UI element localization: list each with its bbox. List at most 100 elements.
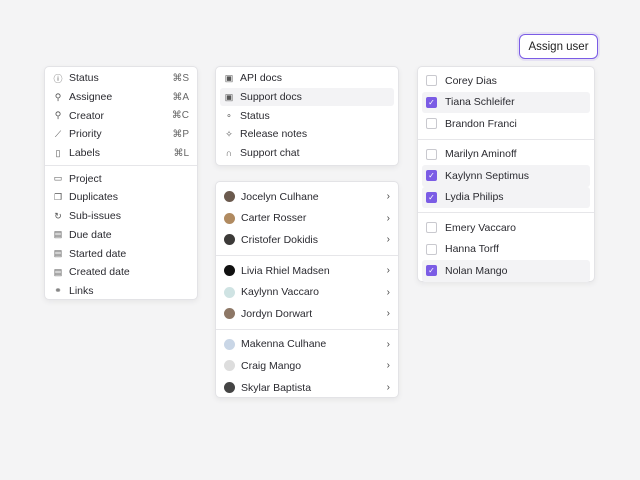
checkbox[interactable]: ✓: [426, 191, 437, 203]
check-icon: ✓: [428, 97, 435, 107]
checkbox[interactable]: ✓: [426, 265, 437, 277]
copy-icon: ❐: [53, 191, 63, 202]
checkbox[interactable]: [426, 222, 437, 234]
menu-item-started-date[interactable]: ▤ Started date: [45, 244, 197, 263]
menu-item-status[interactable]: ⓘ Status ⌘S: [45, 69, 197, 88]
menu-item-api-docs[interactable]: ▣ API docs: [216, 69, 398, 88]
menu-item-label: Status: [240, 109, 270, 122]
assign-user-button[interactable]: Assign user: [519, 34, 598, 59]
menu-item-duplicates[interactable]: ❐ Duplicates: [45, 188, 197, 207]
calendar-check-icon: ▤: [53, 266, 63, 277]
person-item[interactable]: Carter Rosser ›: [216, 208, 398, 230]
menu-item-labels[interactable]: ▯ Labels ⌘L: [45, 144, 197, 163]
menu-item-label: Priority: [69, 128, 102, 141]
avatar: [224, 382, 235, 394]
check-icon: ✓: [428, 171, 435, 181]
user-name: Brandon Franci: [445, 117, 517, 130]
divider: [418, 212, 594, 213]
assign-user-menu: Corey Dias ✓ Tiana Schleifer Brandon Franci…: [417, 66, 595, 282]
menu-item-status[interactable]: ∘ Status: [216, 106, 398, 125]
menu-item-project[interactable]: ▭ Project: [45, 169, 197, 188]
menu-item-label: Started date: [69, 247, 127, 260]
menu-item-label: Support chat: [240, 147, 300, 160]
user-name: Marilyn Aminoff: [445, 148, 517, 161]
checkbox[interactable]: [426, 118, 437, 130]
menu-item-label: Creator: [69, 109, 105, 122]
checkbox[interactable]: [426, 243, 437, 255]
menu-item-label: Labels: [69, 147, 100, 160]
person-name: Skylar Baptista: [241, 381, 312, 394]
menu-item-label: Due date: [69, 228, 112, 241]
avatar: [224, 234, 235, 246]
user-name: Emery Vaccaro: [445, 221, 516, 234]
user-option[interactable]: ✓ Kaylynn Septimus: [422, 165, 590, 187]
divider: [45, 165, 197, 167]
chevron-right-icon: ›: [386, 286, 390, 298]
menu-item-label: API docs: [240, 72, 283, 85]
avatar: [224, 308, 235, 320]
user-plus-icon: ⚲: [54, 110, 62, 121]
menu-item-label: Assignee: [69, 91, 113, 104]
menu-item-label: Created date: [69, 266, 130, 279]
divider: [216, 254, 398, 256]
person-item[interactable]: Craig Mango ›: [216, 355, 398, 377]
person-name: Livia Rhiel Madsen: [241, 264, 330, 277]
person-item[interactable]: Jocelyn Culhane ›: [216, 186, 398, 208]
checkbox[interactable]: [426, 75, 437, 87]
document-search-icon: ▣: [224, 72, 234, 83]
menu-item-label: Duplicates: [69, 191, 119, 204]
menu-item-links[interactable]: ⚭ Links: [45, 282, 197, 301]
chevron-right-icon: ›: [386, 265, 390, 277]
person-item[interactable]: Livia Rhiel Madsen ›: [216, 260, 398, 282]
user-option[interactable]: Emery Vaccaro: [418, 217, 594, 239]
person-item[interactable]: Cristofer Dokidis ›: [216, 229, 398, 251]
chevron-right-icon: ›: [386, 191, 390, 203]
person-name: Carter Rosser: [241, 212, 307, 225]
menu-item-release-notes[interactable]: ✧ Release notes: [216, 125, 398, 144]
person-name: Cristofer Dokidis: [241, 233, 319, 246]
menu-item-label: Status: [69, 72, 99, 85]
shortcut: ⌘C: [171, 110, 189, 122]
person-item[interactable]: Kaylynn Vaccaro ›: [216, 281, 398, 303]
person-name: Jordyn Dorwart: [241, 307, 313, 320]
menu-item-creator[interactable]: ⚲ Creator ⌘C: [45, 106, 197, 125]
menu-item-due-date[interactable]: ▤ Due date: [45, 226, 197, 245]
person-item[interactable]: Jordyn Dorwart ›: [216, 303, 398, 325]
checkbox[interactable]: [426, 148, 437, 160]
refresh-icon: ↻: [54, 210, 62, 221]
menu-item-priority[interactable]: ⟋ Priority ⌘P: [45, 125, 197, 144]
menu-item-support-chat[interactable]: ∩ Support chat: [216, 144, 398, 163]
info-circle-icon: ⓘ: [53, 73, 63, 84]
person-item[interactable]: Makenna Culhane ›: [216, 334, 398, 356]
checkbox[interactable]: ✓: [426, 170, 437, 182]
chevron-right-icon: ›: [386, 360, 390, 372]
document-info-icon: ▣: [224, 91, 234, 102]
user-option[interactable]: Brandon Franci: [418, 113, 594, 135]
avatar: [224, 360, 235, 372]
avatar: [224, 338, 235, 350]
avatar: [224, 212, 235, 224]
help-menu: ▣ API docs ▣ Support docs ∘ Status ✧ Release no…: [215, 66, 399, 166]
user-option[interactable]: ✓ Nolan Mango: [422, 260, 590, 282]
avatar: [224, 191, 235, 203]
checkbox[interactable]: ✓: [426, 96, 437, 108]
user-option[interactable]: Hanna Torff: [418, 239, 594, 261]
calendar-icon: ▤: [53, 229, 63, 240]
user-option[interactable]: ✓ Tiana Schleifer: [422, 91, 590, 113]
divider: [216, 328, 398, 330]
user-name: Corey Dias: [445, 74, 497, 87]
person-name: Kaylynn Vaccaro: [241, 286, 320, 299]
person-item[interactable]: Skylar Baptista ›: [216, 377, 398, 399]
menu-item-created-date[interactable]: ▤ Created date: [45, 263, 197, 282]
menu-item-assignee[interactable]: ⚲ Assignee ⌘A: [45, 88, 197, 107]
shortcut: ⌘P: [172, 128, 189, 140]
user-option[interactable]: Corey Dias: [418, 70, 594, 92]
calendar-start-icon: ▤: [53, 248, 63, 259]
headphones-icon: ∩: [225, 148, 233, 159]
menu-item-support-docs[interactable]: ▣ Support docs: [220, 87, 394, 107]
person-name: Jocelyn Culhane: [241, 190, 319, 203]
user-option[interactable]: ✓ Lydia Philips: [422, 186, 590, 208]
shortcut: ⌘S: [172, 72, 189, 84]
user-option[interactable]: Marilyn Aminoff: [418, 144, 594, 166]
menu-item-sub-issues[interactable]: ↻ Sub-issues: [45, 207, 197, 226]
